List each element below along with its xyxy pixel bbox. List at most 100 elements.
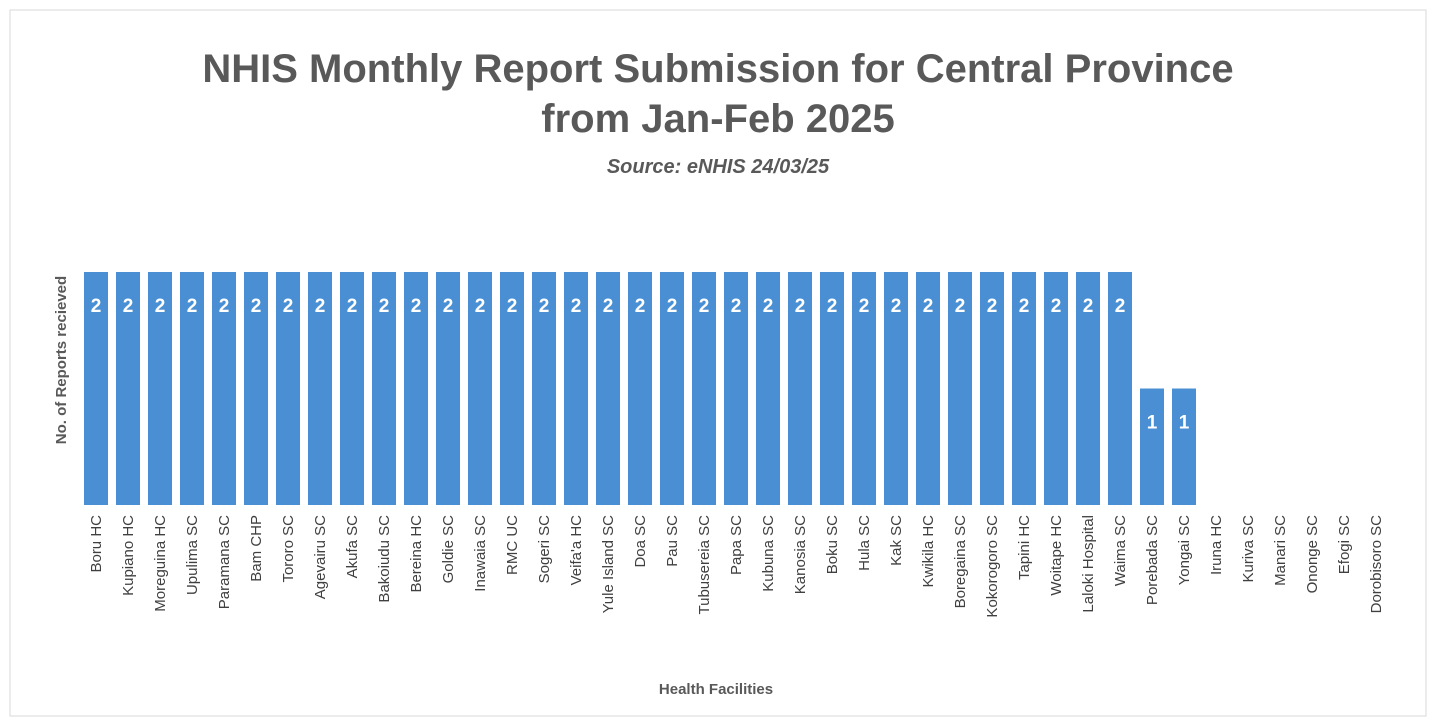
bar: [436, 272, 460, 505]
bar: [468, 272, 492, 505]
data-label: 2: [859, 296, 870, 317]
x-tick-label: Akufa SC: [344, 515, 361, 579]
x-tick-label: Kwikila HC: [920, 515, 937, 588]
bar: [1172, 388, 1196, 505]
x-tick-label: Iruna HC: [1208, 515, 1225, 575]
bar: [84, 272, 108, 505]
data-label: 2: [1051, 296, 1062, 317]
x-tick-label: Tapini HC: [1016, 515, 1033, 580]
x-tick-label: Pau SC: [664, 515, 681, 567]
bar: [1108, 272, 1132, 505]
bar: [916, 272, 940, 505]
data-label: 2: [603, 296, 614, 317]
data-label: 2: [539, 296, 550, 317]
data-label: 2: [1083, 296, 1094, 317]
data-label: 1: [1179, 413, 1190, 434]
data-label: 2: [1115, 296, 1126, 317]
data-label: 2: [571, 296, 582, 317]
data-label: 2: [379, 296, 390, 317]
bar: [692, 272, 716, 505]
data-label: 2: [1019, 296, 1030, 317]
x-tick-label: Kak SC: [888, 515, 905, 566]
data-label: 0: [1275, 469, 1286, 490]
x-tick-label: Yongai SC: [1176, 515, 1193, 586]
bar: [148, 272, 172, 505]
x-tick-label: Efogi SC: [1336, 515, 1353, 574]
data-label: 2: [155, 296, 166, 317]
bar: [308, 272, 332, 505]
x-tick-label: Ononge SC: [1304, 515, 1321, 594]
bar: [596, 272, 620, 505]
bar: [852, 272, 876, 505]
bar: [116, 272, 140, 505]
data-label: 2: [955, 296, 966, 317]
x-tick-label: Kokorogoro SC: [984, 515, 1001, 618]
bar: [724, 272, 748, 505]
x-tick-label: Porebada SC: [1144, 515, 1161, 605]
data-label: 2: [475, 296, 486, 317]
data-label: 2: [507, 296, 518, 317]
data-label: 2: [187, 296, 198, 317]
bar: [180, 272, 204, 505]
bar: [628, 272, 652, 505]
data-label: 0: [1211, 469, 1222, 490]
chart-title: NHIS Monthly Report Submission for Centr…: [202, 47, 1234, 141]
x-tick-label: Kuriva SC: [1240, 515, 1257, 583]
chart-subtitle: Source: eNHIS 24/03/25: [606, 156, 830, 178]
data-label: 2: [443, 296, 454, 317]
bar: [372, 272, 396, 505]
data-label: 0: [1307, 469, 1318, 490]
data-label: 2: [347, 296, 358, 317]
bar: [404, 272, 428, 505]
data-label: 2: [699, 296, 710, 317]
data-label: 2: [283, 296, 294, 317]
x-tick-label: Goldie SC: [440, 515, 457, 584]
bar: [660, 272, 684, 505]
x-tick-label: Hula SC: [856, 515, 873, 571]
bar: [980, 272, 1004, 505]
bar: [884, 272, 908, 505]
x-tick-label: Woitape HC: [1048, 515, 1065, 596]
bar: [1012, 272, 1036, 505]
x-tick-label: Tubusereia SC: [696, 515, 713, 615]
data-label: 2: [635, 296, 646, 317]
data-label: 0: [1371, 469, 1382, 490]
bar: [532, 272, 556, 505]
y-axis-label: No. of Reports recieved: [53, 276, 70, 444]
x-tick-label: Boru HC: [88, 515, 105, 573]
x-tick-label: Veifa'a HC: [568, 515, 585, 586]
x-axis-label: Health Facilities: [659, 681, 773, 698]
x-tick-label: Doa SC: [632, 515, 649, 568]
x-tick-label: Kanosia SC: [792, 515, 809, 594]
bar: [1140, 388, 1164, 505]
x-tick-label: Yule Island SC: [600, 515, 617, 614]
x-tick-label: Papa SC: [728, 515, 745, 575]
data-label: 2: [91, 296, 102, 317]
x-tick-label: Bakoiudu SC: [376, 515, 393, 603]
bar: [500, 272, 524, 505]
x-tick-label: Boregaina SC: [952, 515, 969, 609]
bar: [820, 272, 844, 505]
bar: [756, 272, 780, 505]
x-tick-label: Inawaia SC: [472, 515, 489, 592]
x-tick-label: RMC UC: [504, 515, 521, 575]
x-tick-label: Agevairu SC: [312, 515, 329, 599]
x-tick-label: Upulima SC: [184, 515, 201, 595]
data-label: 2: [251, 296, 262, 317]
bar: [276, 272, 300, 505]
bar: [1044, 272, 1068, 505]
data-label: 2: [219, 296, 230, 317]
data-label: 2: [411, 296, 422, 317]
bar: [948, 272, 972, 505]
data-label: 2: [987, 296, 998, 317]
x-tick-label: Laloki Hospital: [1080, 515, 1097, 613]
x-tick-label: Manari SC: [1272, 515, 1289, 586]
bar: [564, 272, 588, 505]
bar: [340, 272, 364, 505]
bar: [212, 272, 236, 505]
data-label: 2: [795, 296, 806, 317]
x-tick-label: Waima SC: [1112, 515, 1129, 586]
x-tick-label: Paramana SC: [216, 515, 233, 609]
